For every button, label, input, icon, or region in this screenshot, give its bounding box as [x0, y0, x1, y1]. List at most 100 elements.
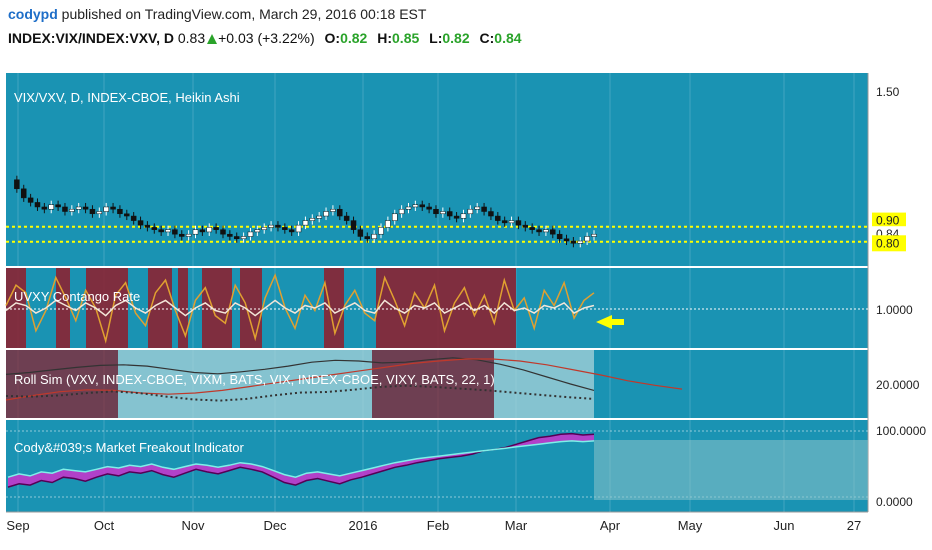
candle-body [151, 227, 158, 230]
candle-body [501, 220, 508, 224]
candle-body [398, 208, 405, 215]
candle-body [460, 213, 467, 219]
x-tick-label: Jun [774, 518, 795, 533]
contango-series-1 [5, 272, 595, 344]
last-price: 0.83 [177, 30, 206, 46]
contango-pane-title: UVXY Contango Rate [14, 289, 140, 304]
candle-body [14, 179, 20, 190]
candle-body [48, 204, 54, 210]
candle-body [268, 224, 274, 228]
candle-body [199, 229, 206, 233]
rollsim-block [6, 350, 118, 418]
up-arrow-icon [207, 34, 218, 44]
candle-body [522, 224, 529, 228]
candle-body [117, 208, 123, 215]
freakout-y-tick-top: 100.0000 [876, 424, 926, 438]
candle-body [481, 206, 487, 212]
open-value: 0.82 [340, 30, 368, 46]
price-pane-title: VIX/VXV, D, INDEX-CBOE, Heikin Ashi [14, 90, 240, 105]
candle-body [570, 240, 577, 244]
freakout-series-2 [7, 440, 595, 478]
candle-body [254, 229, 261, 233]
x-tick-label: Nov [181, 518, 205, 533]
contango-background-blocks [6, 268, 516, 348]
price-tag-label: 0.80 [876, 236, 900, 250]
candle-body [179, 233, 185, 237]
x-tick-label: Sep [6, 518, 29, 533]
candle-body [364, 236, 371, 240]
candle-body [172, 229, 178, 235]
candle-body [55, 204, 61, 208]
freakout-pane-title: Cody&#039;s Market Freakout Indicator [14, 440, 244, 455]
candle-body [288, 229, 295, 233]
candle-body [577, 240, 584, 244]
contango-block [202, 268, 232, 348]
candle-body [282, 227, 288, 230]
candle-body [508, 220, 515, 224]
candle-body [536, 229, 542, 233]
candle-body [309, 218, 316, 221]
price-pane-bg [6, 73, 868, 266]
candle-body [357, 229, 364, 237]
rollsim-block [494, 350, 594, 418]
candle-body [261, 227, 267, 230]
candle-body [543, 229, 549, 233]
candle-body [563, 238, 570, 242]
candle-body [302, 220, 309, 226]
candle-body [350, 220, 357, 230]
candle-body [41, 206, 48, 210]
candle-body [206, 227, 212, 233]
candle-body [103, 206, 109, 212]
candle-body [62, 206, 68, 212]
candle-body [165, 229, 171, 233]
contango-block [118, 268, 128, 348]
symbol-name: INDEX:VIX/INDEX:VXV, D [8, 30, 174, 46]
contango-block [6, 268, 26, 348]
candle-body [20, 188, 27, 199]
candle-body [144, 224, 151, 228]
candle-body [591, 233, 597, 237]
candle-body [515, 220, 522, 226]
x-tick-label: Mar [505, 518, 528, 533]
candle-body [185, 233, 192, 237]
candle-body [34, 202, 41, 208]
author-name[interactable]: codypd [8, 6, 58, 22]
contango-block [324, 268, 344, 348]
price-tag-label: 0.90 [876, 214, 900, 228]
candle-body [467, 208, 474, 215]
candle-body [453, 215, 460, 219]
rollsim-y-tick: 20.0000 [876, 378, 920, 392]
low-value: 0.82 [442, 30, 470, 46]
contango-block [178, 268, 188, 348]
candle-body [82, 206, 89, 210]
contango-block [376, 268, 516, 348]
candle-body [330, 208, 336, 212]
close-label: C: [479, 30, 495, 46]
candle-body [233, 236, 240, 240]
rollsim-series-3 [5, 384, 595, 402]
candle-body [446, 211, 453, 217]
x-tick-label: 2016 [349, 518, 378, 533]
candle-body [27, 197, 34, 203]
freakout-forward-zone [594, 440, 868, 500]
candle-body [137, 220, 144, 226]
candle-body [213, 227, 219, 230]
candle-body [247, 231, 254, 237]
candle-body [75, 206, 82, 210]
candle-body [556, 233, 563, 240]
candle-body [69, 208, 75, 212]
candle-body [124, 213, 130, 217]
x-tick-label: 27 [847, 518, 861, 533]
candle-body [412, 204, 419, 208]
x-tick-label: Feb [427, 518, 449, 533]
candle-body [385, 220, 391, 228]
price-axis-strip[interactable] [868, 73, 932, 512]
candle-body [275, 224, 281, 228]
heikin-ashi-candles [14, 175, 597, 248]
candle-body [371, 233, 377, 240]
rollsim-series-2 [5, 358, 683, 401]
candle-body [529, 227, 535, 230]
yellow-arrow-icon [596, 315, 624, 329]
candle-body [337, 208, 343, 217]
